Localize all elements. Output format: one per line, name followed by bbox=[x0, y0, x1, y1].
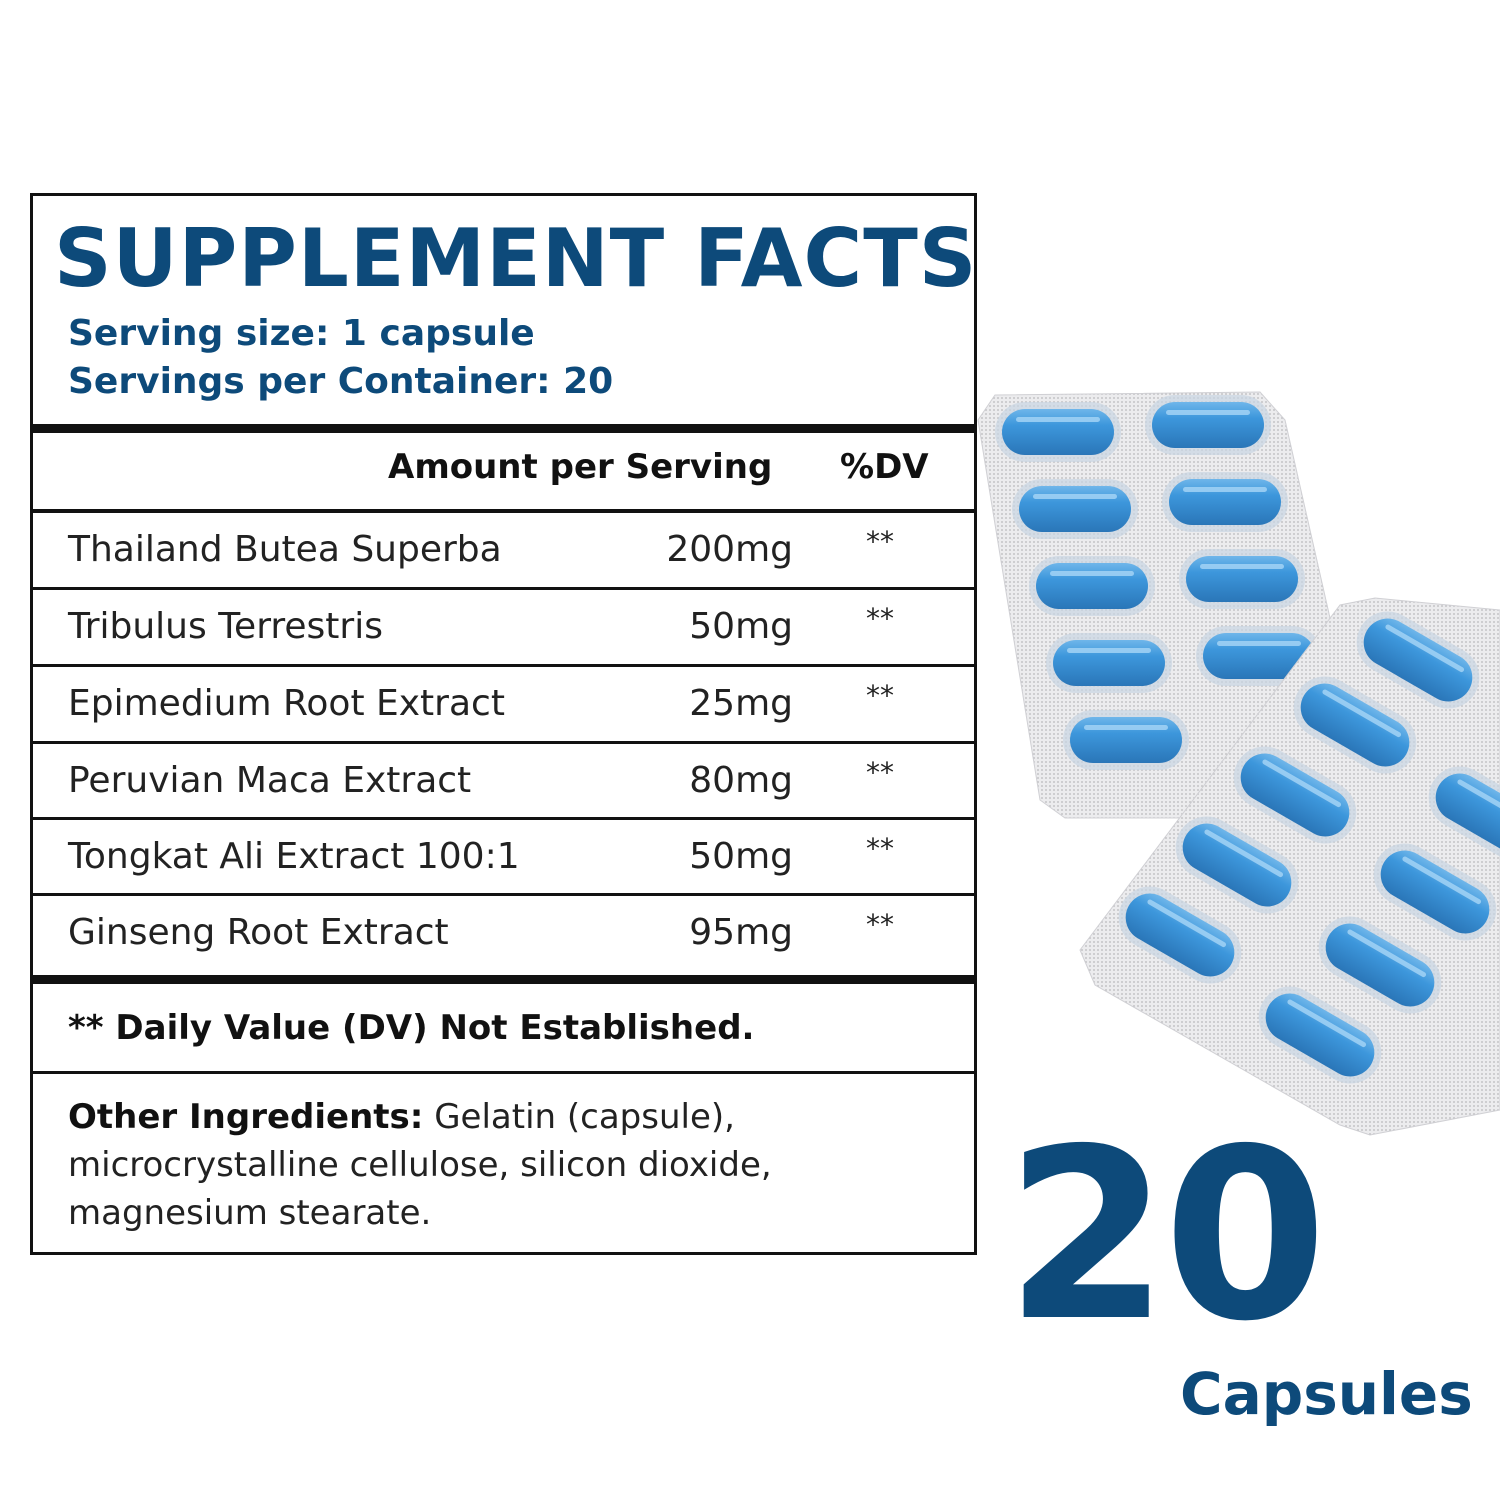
ingredient-name: Epimedium Root Extract bbox=[68, 683, 505, 724]
ingredient-amount: 200mg bbox=[666, 529, 793, 570]
capsule bbox=[1145, 395, 1271, 455]
ingredient-row: Peruvian Maca Extract 80mg ** bbox=[33, 744, 974, 820]
other-ingredients: Other Ingredients: Gelatin (capsule), mi… bbox=[68, 1093, 948, 1237]
ingredient-amount: 95mg bbox=[689, 912, 793, 953]
capsule bbox=[1293, 676, 1417, 774]
capsule bbox=[1428, 766, 1500, 864]
capsule bbox=[1118, 886, 1242, 984]
ingredient-dv: ** bbox=[866, 908, 894, 941]
ingredient-amount: 50mg bbox=[689, 836, 793, 877]
ingredient-row: Tribulus Terrestris 50mg ** bbox=[33, 590, 974, 666]
ingredient-dv: ** bbox=[866, 679, 894, 712]
ingredient-dv: ** bbox=[866, 525, 894, 558]
ingredient-amount: 25mg bbox=[689, 683, 793, 724]
header-dv: %DV bbox=[840, 447, 929, 487]
ingredient-name: Peruvian Maca Extract bbox=[68, 760, 472, 801]
ingredient-name: Tongkat Ali Extract 100:1 bbox=[68, 836, 520, 877]
ingredient-row: Thailand Butea Superba 200mg ** bbox=[33, 513, 974, 589]
divider bbox=[30, 817, 977, 820]
supplement-facts-title: SUPPLEMENT FACTS bbox=[54, 212, 978, 305]
capsule bbox=[1233, 746, 1357, 844]
servings-per-container: Servings per Container: 20 bbox=[68, 361, 614, 402]
ingredient-amount: 50mg bbox=[689, 606, 793, 647]
ingredient-row: Tongkat Ali Extract 100:1 50mg ** bbox=[33, 820, 974, 896]
capsule bbox=[1162, 472, 1288, 532]
ingredient-name: Tribulus Terrestris bbox=[68, 606, 383, 647]
capsule bbox=[1179, 549, 1305, 609]
ingredient-dv: ** bbox=[866, 756, 894, 789]
divider bbox=[30, 587, 977, 590]
capsule-count-unit: Capsules bbox=[1180, 1360, 1473, 1428]
ingredient-name: Thailand Butea Superba bbox=[68, 529, 502, 570]
serving-size: Serving size: 1 capsule bbox=[68, 313, 535, 354]
divider bbox=[30, 1071, 977, 1074]
divider bbox=[30, 664, 977, 667]
thick-divider bbox=[30, 975, 977, 984]
capsule bbox=[1046, 633, 1172, 693]
ingredient-row: Ginseng Root Extract 95mg ** bbox=[33, 896, 974, 972]
capsule bbox=[1029, 556, 1155, 616]
other-ingredients-text: Gelatin (capsule), microcrystalline cell… bbox=[68, 1097, 772, 1233]
divider bbox=[30, 509, 977, 513]
capsule bbox=[1318, 916, 1442, 1014]
supplement-facts-panel bbox=[30, 193, 977, 1255]
capsule bbox=[1012, 479, 1138, 539]
ingredient-row: Epimedium Root Extract 25mg ** bbox=[33, 667, 974, 743]
capsule bbox=[1063, 710, 1189, 770]
thick-divider bbox=[30, 424, 977, 433]
ingredient-amount: 80mg bbox=[689, 760, 793, 801]
capsule bbox=[1258, 986, 1382, 1084]
ingredient-name: Ginseng Root Extract bbox=[68, 912, 449, 953]
header-amount-per-serving: Amount per Serving bbox=[388, 447, 773, 487]
other-ingredients-label: Other Ingredients: bbox=[68, 1097, 424, 1137]
divider bbox=[30, 893, 977, 896]
capsule bbox=[995, 402, 1121, 462]
ingredient-dv: ** bbox=[866, 832, 894, 865]
divider bbox=[30, 741, 977, 744]
capsule bbox=[1356, 611, 1480, 709]
capsule bbox=[1373, 843, 1497, 941]
ingredient-dv: ** bbox=[866, 602, 894, 635]
dv-footnote: ** Daily Value (DV) Not Established. bbox=[68, 1008, 755, 1048]
capsule-count-number: 20 bbox=[1005, 1098, 1327, 1373]
capsule bbox=[1175, 816, 1299, 914]
